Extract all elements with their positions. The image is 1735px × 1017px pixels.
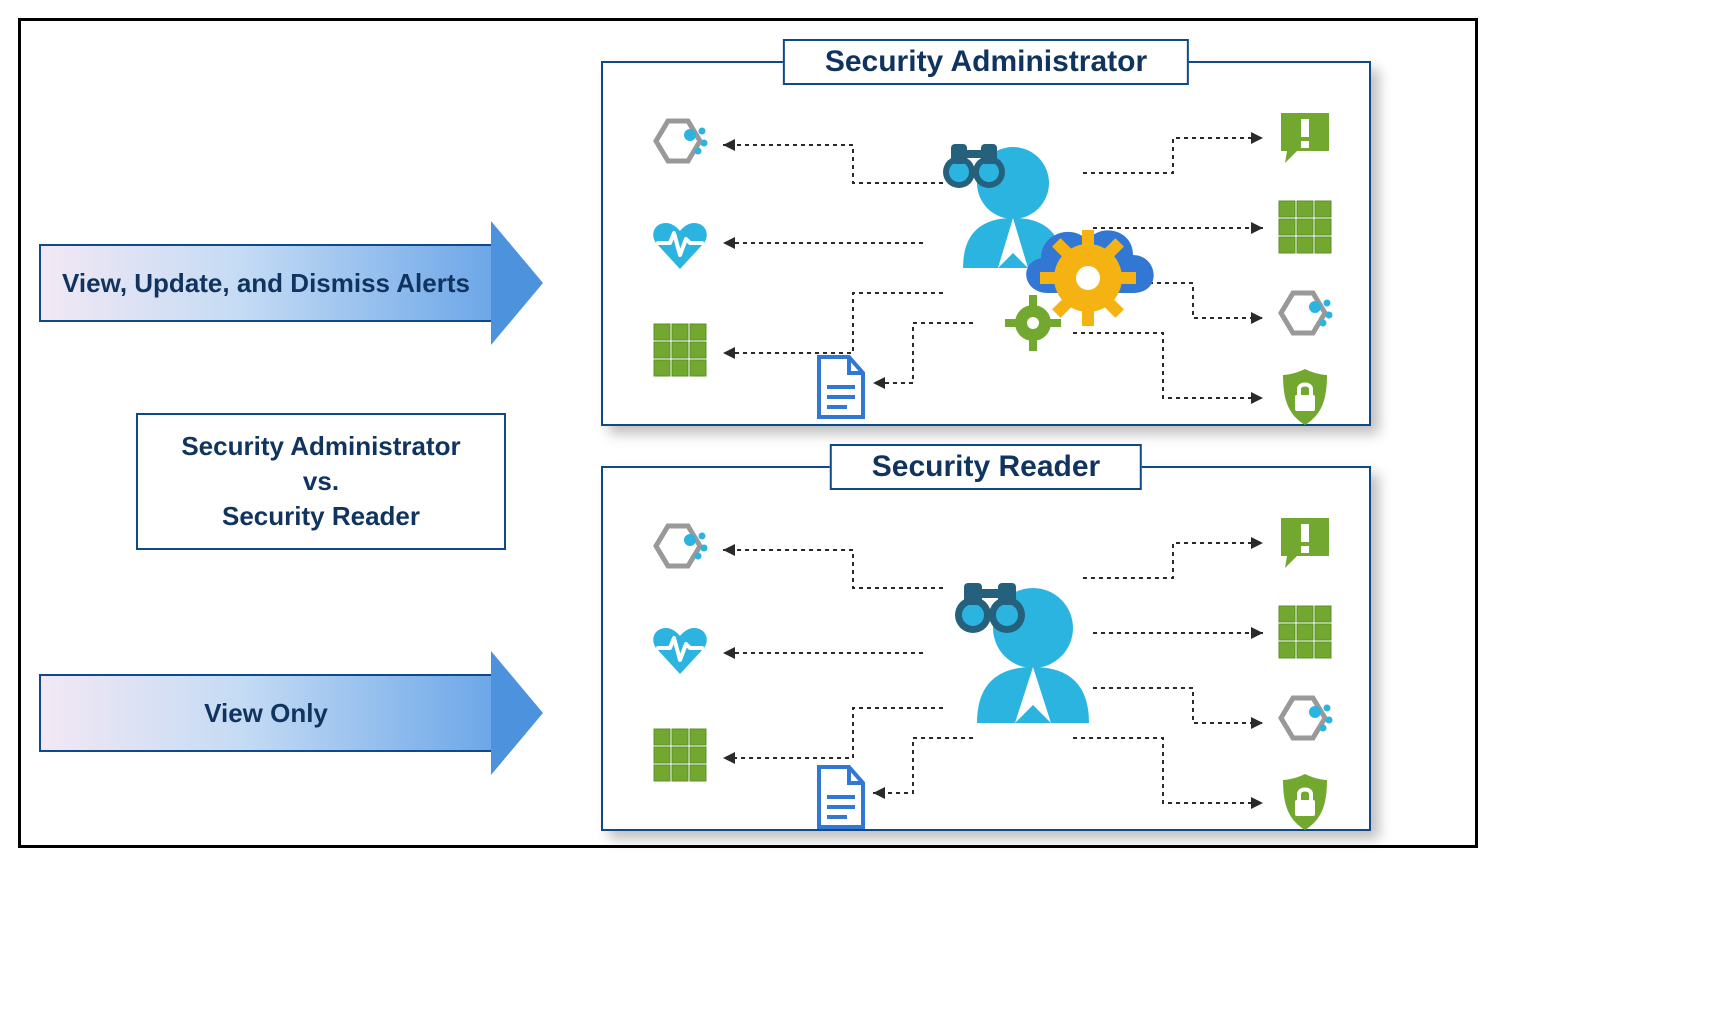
arrow-top-label: View, Update, and Dismiss Alerts — [39, 244, 491, 322]
comparison-box: Security Administrator vs. Security Read… — [136, 413, 506, 550]
alert-icon — [1273, 105, 1337, 169]
panel-reader-title: Security Reader — [830, 444, 1142, 490]
user-binoculars-icon — [933, 563, 1093, 723]
hexagon-dots-icon — [1273, 690, 1337, 754]
panel-admin-content — [603, 63, 1369, 424]
arrow-bottom-label: View Only — [39, 674, 491, 752]
shield-lock-icon — [1273, 770, 1337, 834]
document-icon — [813, 763, 869, 833]
panel-security-administrator: Security Administrator — [601, 61, 1371, 426]
heart-rate-icon — [648, 213, 712, 277]
comparison-line2: vs. — [148, 464, 494, 499]
arrow-view-only: View Only — [39, 651, 543, 775]
shield-lock-icon — [1273, 365, 1337, 429]
panel-reader-content — [603, 468, 1369, 829]
grid-icon — [1273, 600, 1337, 664]
comparison-line3: Security Reader — [148, 499, 494, 534]
document-icon — [813, 353, 869, 423]
alert-icon — [1273, 510, 1337, 574]
arrow-head-icon — [491, 651, 543, 775]
arrow-view-update-dismiss: View, Update, and Dismiss Alerts — [39, 221, 543, 345]
hexagon-dots-icon — [1273, 285, 1337, 349]
panel-admin-title: Security Administrator — [783, 39, 1189, 85]
cloud-gear-icon — [1003, 193, 1183, 363]
grid-icon — [648, 318, 712, 382]
grid-icon — [1273, 195, 1337, 259]
heart-rate-icon — [648, 618, 712, 682]
panel-security-reader: Security Reader — [601, 466, 1371, 831]
comparison-line1: Security Administrator — [148, 429, 494, 464]
grid-icon — [648, 723, 712, 787]
arrow-head-icon — [491, 221, 543, 345]
hexagon-dots-icon — [648, 518, 712, 582]
diagram-frame: View, Update, and Dismiss Alerts View On… — [18, 18, 1478, 848]
hexagon-dots-icon — [648, 113, 712, 177]
